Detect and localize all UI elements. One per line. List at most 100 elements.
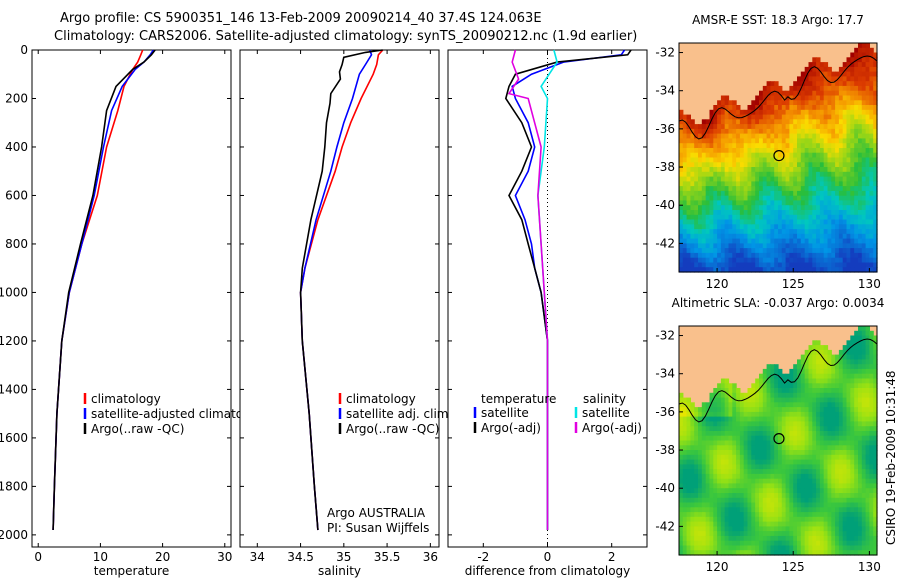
sst-map-cell xyxy=(694,248,699,254)
sla-map-cell xyxy=(846,483,851,489)
sla-map-cell xyxy=(873,383,878,389)
sst-map-cell xyxy=(713,114,718,120)
sst-map-cell xyxy=(759,152,764,159)
sst-map-cell xyxy=(743,114,749,120)
sst-map-cell xyxy=(793,133,798,139)
sst-map-cell xyxy=(789,143,794,149)
sla-map-cell xyxy=(701,426,707,432)
sst-map-cell xyxy=(793,214,798,221)
sst-map-cell xyxy=(739,138,745,144)
sla-map-cell xyxy=(781,464,787,470)
sst-map-cell xyxy=(785,157,790,163)
sla-map-cell xyxy=(831,445,836,451)
sst-map-cell xyxy=(808,229,813,235)
sst-map-cell xyxy=(759,195,764,202)
sla-map-cell xyxy=(717,426,722,432)
sla-map-cell xyxy=(861,354,867,360)
sla-map-cell xyxy=(686,469,691,475)
sla-map-xtick-label: 125 xyxy=(782,560,805,574)
sst-map-cell xyxy=(804,243,810,249)
sla-map-cell xyxy=(823,397,829,403)
sla-map-cell xyxy=(793,392,798,399)
sst-map-cell xyxy=(755,210,760,216)
sst-map-cell xyxy=(850,114,855,120)
sst-map-cell xyxy=(766,124,771,130)
sla-map-cell xyxy=(759,416,764,422)
sla-map-cell xyxy=(812,383,817,389)
sla-map-cell xyxy=(858,464,863,470)
sst-map-cell xyxy=(797,76,802,82)
sst-map-cell xyxy=(759,214,764,221)
sla-map-cell xyxy=(751,411,756,418)
sla-map-cell xyxy=(835,540,840,547)
sla-map-cell xyxy=(816,388,821,394)
sla-map-cell xyxy=(713,535,718,542)
sla-map-cell xyxy=(831,407,836,413)
sst-map-cell xyxy=(713,171,718,178)
sla-map-cell xyxy=(762,502,768,508)
sla-map-cell xyxy=(781,440,787,446)
sst-map-cell xyxy=(819,252,825,259)
sla-map-cell xyxy=(728,473,733,480)
sst-map-cell xyxy=(694,133,699,139)
sst-map-cell xyxy=(728,114,733,120)
sst-map-cell xyxy=(724,233,730,240)
sla-map-cell xyxy=(728,383,733,389)
sst-map-cell xyxy=(827,114,832,120)
sst-map-cell xyxy=(739,248,745,254)
sst-map-cell xyxy=(808,190,813,197)
sla-map-cell xyxy=(770,459,775,465)
sla-map-cell xyxy=(865,516,870,523)
sla-map-cell xyxy=(869,445,874,451)
sst-map-cell xyxy=(682,138,688,144)
sst-map-cell xyxy=(835,90,840,97)
sst-map-cell xyxy=(755,143,760,149)
sst-map-cell xyxy=(831,238,836,244)
sla-map-cell xyxy=(739,459,745,465)
sst-map-cell xyxy=(823,119,829,125)
sla-map-cell xyxy=(797,531,802,537)
sla-map-cell xyxy=(854,330,859,337)
sst-map-cell xyxy=(869,148,874,154)
sst-map-cell xyxy=(682,205,688,211)
sst-map-cell xyxy=(838,176,844,182)
sst-map-cell xyxy=(846,114,851,120)
sla-map-cell xyxy=(838,435,844,442)
sst-map-cell xyxy=(778,167,783,173)
sla-map-cell xyxy=(686,416,691,422)
sla-map-cell xyxy=(751,416,756,422)
sst-map-cell xyxy=(781,224,787,230)
sst-map-cell xyxy=(705,219,711,225)
sst-map-cell xyxy=(800,229,806,235)
sla-map-cell xyxy=(724,516,730,523)
sst-map-cell xyxy=(854,109,859,116)
sst-map-cell xyxy=(739,267,745,273)
sst-map-cell xyxy=(686,210,691,216)
sst-map-cell xyxy=(762,152,768,159)
sst-map-cell xyxy=(690,176,695,182)
sst-map-cell xyxy=(789,243,794,249)
salinity-xtick-label: 34.5 xyxy=(287,550,314,564)
sla-map-cell xyxy=(759,550,764,556)
sla-map-cell xyxy=(770,440,775,446)
sst-map-cell xyxy=(861,171,867,178)
sst-map-cell xyxy=(831,157,836,163)
sst-map-cell xyxy=(816,105,821,111)
sst-map-cell xyxy=(869,195,874,202)
sst-map-cell xyxy=(698,243,703,249)
sla-map-cell xyxy=(751,402,756,408)
sst-map-cell xyxy=(838,195,844,202)
sla-map-cell xyxy=(747,459,752,465)
sla-map-cell xyxy=(698,416,703,422)
sst-map-cell xyxy=(797,114,802,120)
sst-map-cell xyxy=(854,71,859,77)
sst-map-cell xyxy=(827,95,832,101)
sla-map-cell xyxy=(781,526,787,532)
depth-tick-label: 800 xyxy=(5,237,28,251)
sst-map-cell xyxy=(804,229,810,235)
sla-map-cell xyxy=(804,416,810,422)
sla-map-cell xyxy=(789,531,794,537)
sla-map-cell xyxy=(682,526,688,532)
sst-map-cell xyxy=(751,167,756,173)
sla-map-cell xyxy=(869,440,874,446)
